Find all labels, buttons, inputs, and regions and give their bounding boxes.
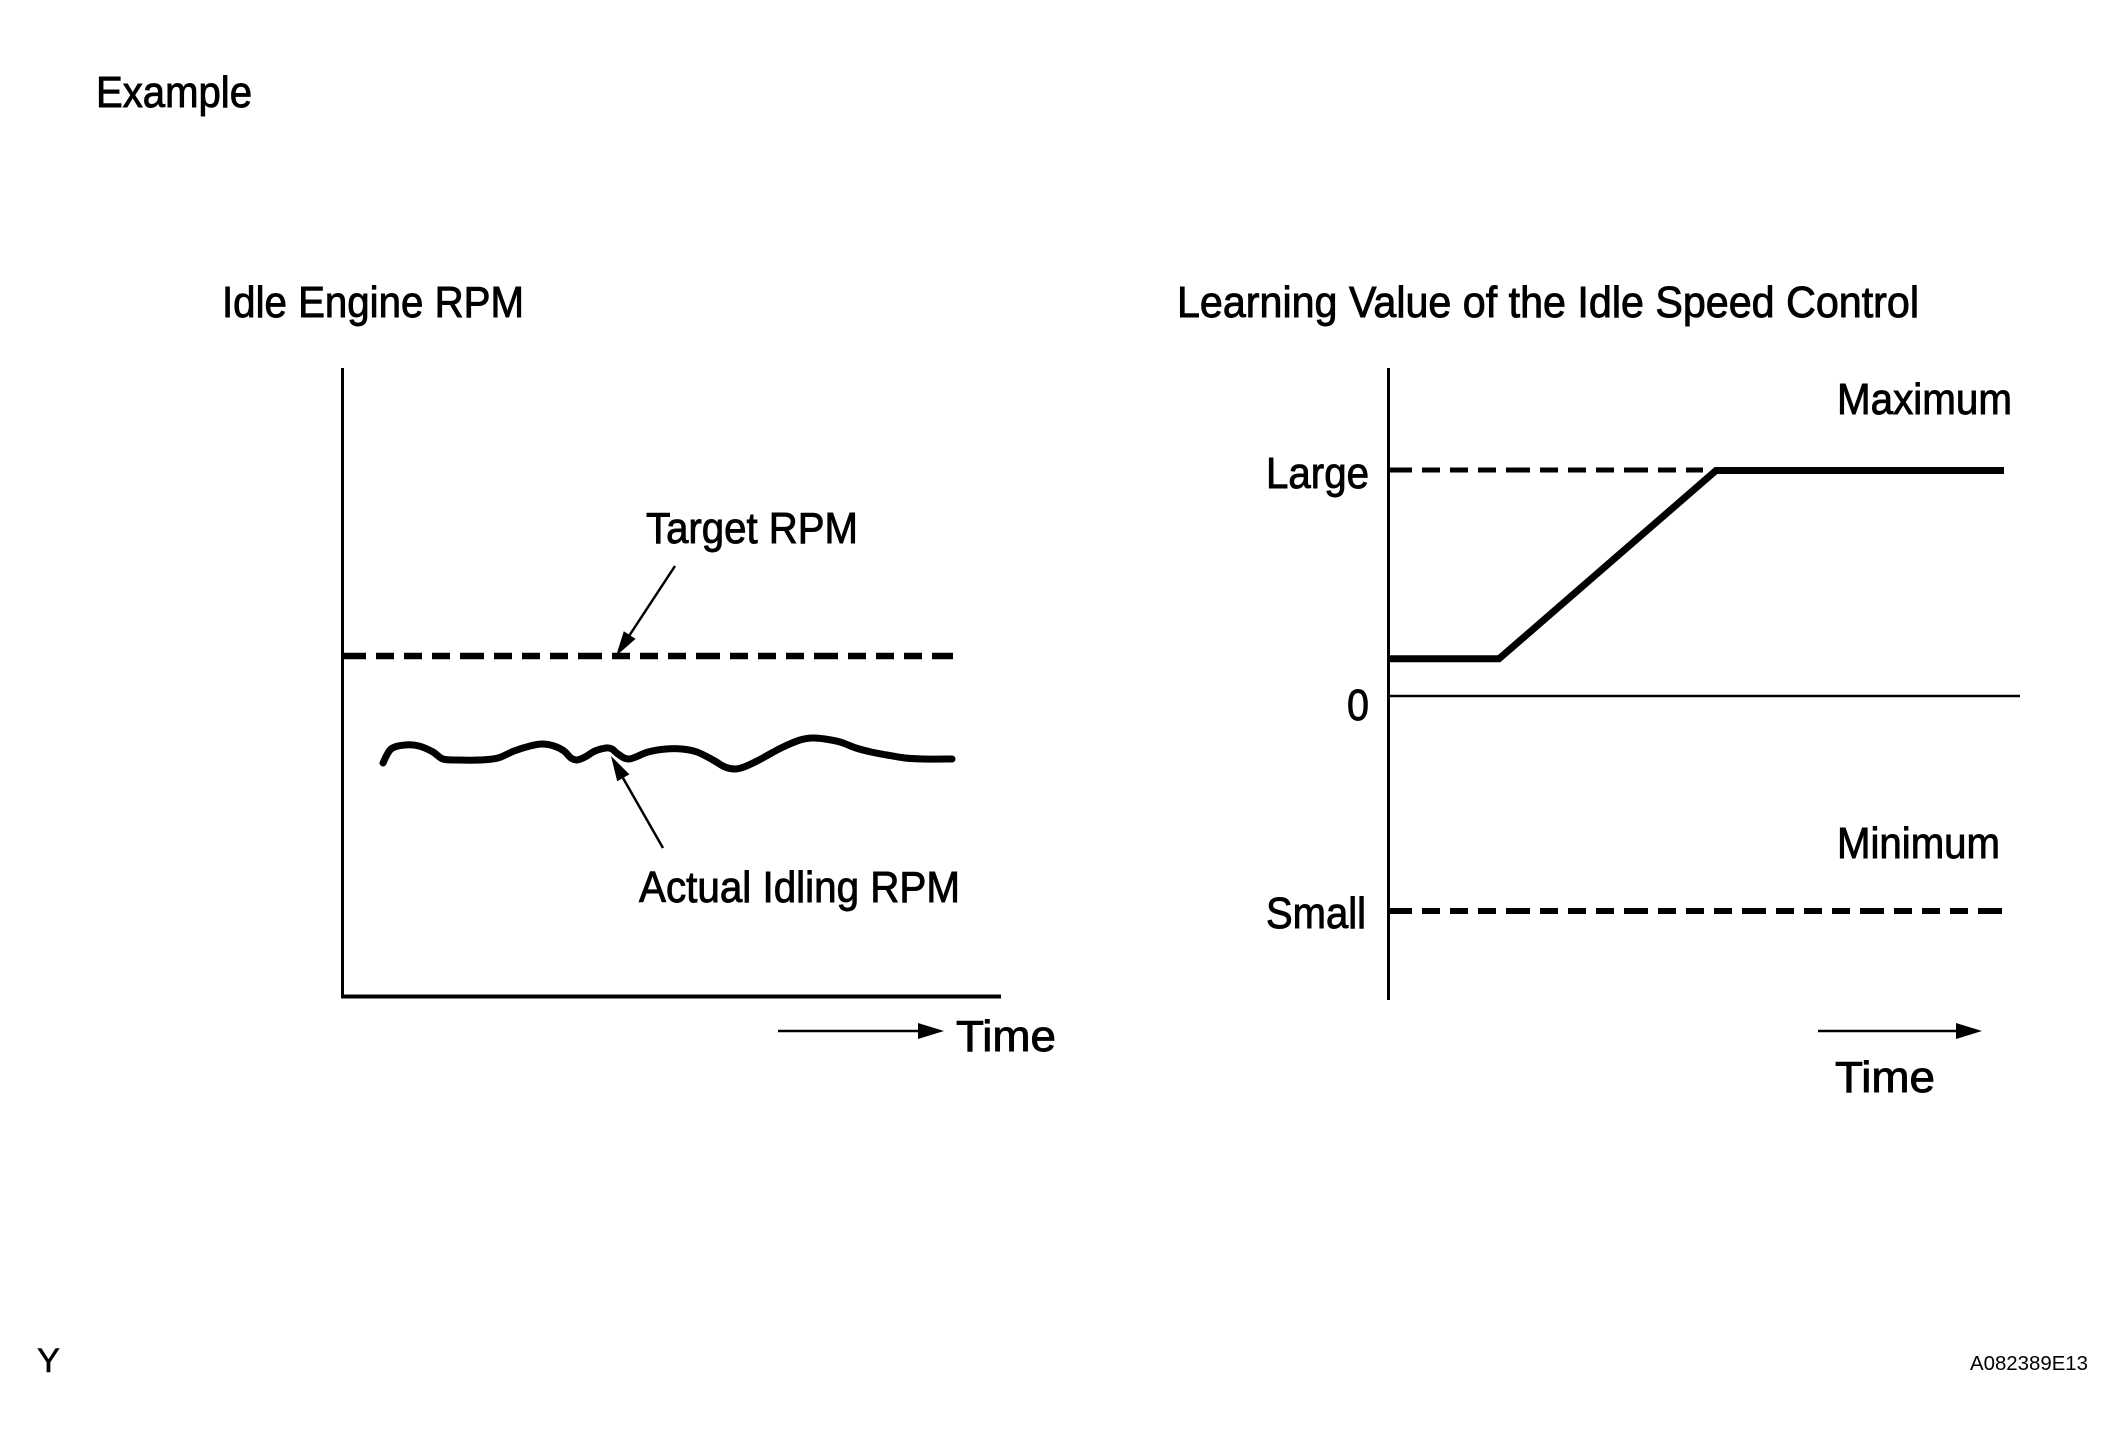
svg-text:Idle Engine RPM: Idle Engine RPM [222,278,524,327]
svg-text:Time: Time [1835,1053,1935,1102]
svg-text:Example: Example [96,68,252,117]
svg-text:Time: Time [956,1012,1056,1061]
svg-text:Large: Large [1266,449,1369,498]
svg-text:Actual Idling RPM: Actual Idling RPM [639,863,960,912]
svg-text:Learning Value of the Idle Spe: Learning Value of the Idle Speed Control [1177,278,1919,327]
svg-text:A082389E13: A082389E13 [1970,1353,2088,1375]
svg-text:Target RPM: Target RPM [646,504,858,553]
svg-text:0: 0 [1347,681,1369,730]
svg-text:Small: Small [1266,889,1366,938]
svg-text:Y: Y [37,1342,60,1380]
svg-text:Maximum: Maximum [1837,375,2012,424]
svg-text:Minimum: Minimum [1837,819,2000,868]
